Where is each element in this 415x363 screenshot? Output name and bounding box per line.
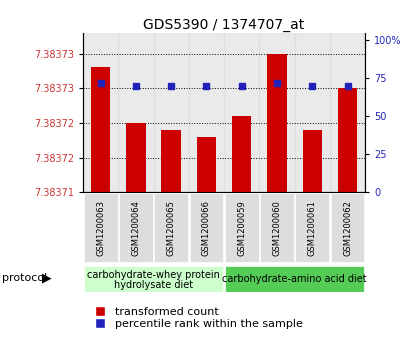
FancyBboxPatch shape [190,193,223,262]
Text: GSM1200061: GSM1200061 [308,200,317,256]
FancyBboxPatch shape [84,266,223,292]
Bar [224,33,259,192]
FancyBboxPatch shape [225,193,259,262]
FancyBboxPatch shape [119,193,153,262]
Bar [189,33,224,192]
FancyBboxPatch shape [331,193,364,262]
Bar [91,68,110,192]
Text: GSM1200064: GSM1200064 [132,200,140,256]
Text: GSM1200066: GSM1200066 [202,200,211,256]
Text: GSM1200065: GSM1200065 [167,200,176,256]
Text: hydrolysate diet: hydrolysate diet [114,280,193,290]
Bar [295,33,330,192]
Bar [83,33,118,192]
Text: carbohydrate-amino acid diet: carbohydrate-amino acid diet [222,274,367,284]
Text: GSM1200059: GSM1200059 [237,200,246,256]
Bar [161,130,181,192]
FancyBboxPatch shape [260,193,294,262]
Text: GSM1200062: GSM1200062 [343,200,352,256]
Bar [232,116,251,192]
Bar [338,88,357,192]
Title: GDS5390 / 1374707_at: GDS5390 / 1374707_at [144,18,305,32]
Legend: transformed count, percentile rank within the sample: transformed count, percentile rank withi… [88,307,303,329]
Bar [118,33,154,192]
Text: GSM1200063: GSM1200063 [96,200,105,256]
Text: protocol: protocol [2,273,47,283]
FancyBboxPatch shape [295,193,329,262]
Bar [267,53,287,192]
Bar [154,33,189,192]
Bar [303,130,322,192]
Text: GSM1200060: GSM1200060 [273,200,281,256]
Bar [126,123,146,192]
FancyBboxPatch shape [154,193,188,262]
Bar [259,33,295,192]
Text: ▶: ▶ [42,271,51,284]
FancyBboxPatch shape [225,266,364,292]
Bar [330,33,365,192]
FancyBboxPatch shape [84,193,117,262]
Text: carbohydrate-whey protein: carbohydrate-whey protein [87,269,220,280]
Bar [197,137,216,192]
